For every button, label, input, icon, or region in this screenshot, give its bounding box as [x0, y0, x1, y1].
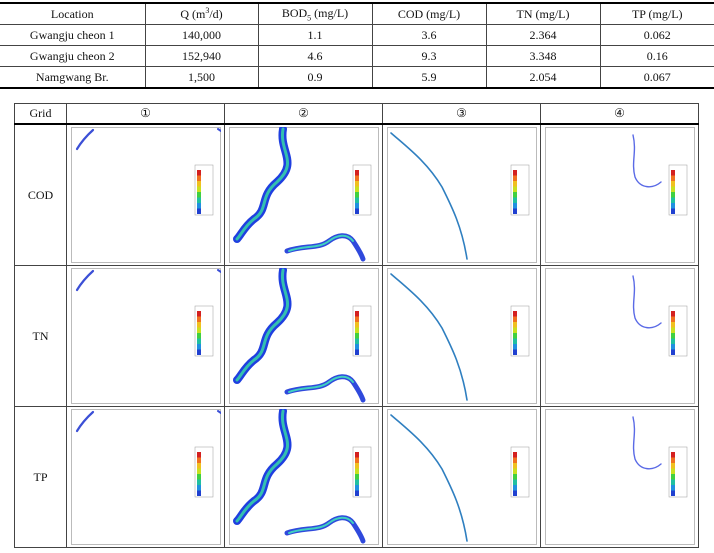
header-text: TP (mg/L)	[631, 6, 683, 21]
image-cell	[224, 406, 383, 548]
simulation-map	[228, 409, 379, 545]
cell: 0.9	[257, 66, 373, 89]
header-row: Grid ① ② ③ ④	[14, 103, 699, 125]
cell: 0.067	[599, 66, 714, 89]
image-cell	[66, 123, 225, 266]
image-cell	[382, 265, 541, 407]
cell: 3.6	[371, 24, 487, 46]
header-cell: Q (m3/d)	[144, 2, 259, 25]
header-text: Q (m	[180, 7, 206, 21]
image-cell	[66, 265, 225, 407]
image-cell	[224, 265, 383, 407]
image-cell	[382, 123, 541, 266]
image-cell	[66, 406, 225, 548]
header-cell: ④	[540, 103, 699, 125]
header-sup: 3	[205, 6, 210, 15]
cell: 152,940	[144, 45, 259, 67]
cell: 2.364	[485, 24, 601, 46]
row-label: TN	[14, 265, 67, 407]
cell: 0.062	[599, 24, 714, 46]
image-row: TN	[14, 265, 699, 407]
cell: Gwangju cheon 2	[0, 45, 146, 67]
cell: Gwangju cheon 1	[0, 24, 146, 46]
image-cell	[540, 265, 699, 407]
row-label: TP	[14, 406, 67, 548]
header-text: COD (mg/L)	[397, 6, 461, 21]
cell: 9.3	[371, 45, 487, 67]
header-text: Location	[50, 6, 94, 21]
header-cell: COD (mg/L)	[371, 2, 487, 25]
header-text: /d)	[209, 7, 223, 21]
cell: 2.054	[485, 66, 601, 89]
header-cell: ③	[382, 103, 541, 125]
cell: Namgwang Br.	[0, 66, 146, 89]
simulation-map	[386, 268, 537, 404]
image-row: COD	[14, 123, 699, 266]
header-cell: Grid	[14, 103, 67, 125]
simulation-map	[386, 409, 537, 545]
image-cell	[540, 123, 699, 266]
data-row: Gwangju cheon 1 140,000 1.1 3.6 2.364 0.062	[0, 24, 714, 46]
simulation-map	[386, 127, 537, 263]
image-cell	[224, 123, 383, 266]
simulation-map	[70, 127, 221, 263]
cell: 4.6	[257, 45, 373, 67]
image-cell	[540, 406, 699, 548]
data-row: Gwangju cheon 2 152,940 4.6 9.3 3.348 0.16	[0, 45, 714, 67]
cell: 1.1	[257, 24, 373, 46]
simulation-map	[544, 127, 695, 263]
image-cell	[382, 406, 541, 548]
grid-image-table: Grid ① ② ③ ④ COD TN TP	[14, 103, 699, 548]
header-cell: ②	[224, 103, 383, 125]
header-text: TN (mg/L)	[516, 6, 570, 21]
header-row: Location Q (m3/d) BOD5 (mg/L) COD (mg/L)…	[0, 2, 714, 25]
data-row: Namgwang Br. 1,500 0.9 5.9 2.054 0.067	[0, 66, 714, 89]
header-text: (mg/L)	[311, 5, 349, 20]
header-cell: TN (mg/L)	[485, 2, 601, 25]
header-cell: BOD5 (mg/L)	[257, 2, 373, 25]
cell: 5.9	[371, 66, 487, 89]
simulation-map	[544, 409, 695, 545]
header-cell: Location	[0, 2, 146, 25]
simulation-map	[228, 127, 379, 263]
header-sub: 5	[307, 13, 312, 23]
cell: 140,000	[144, 24, 259, 46]
cell: 0.16	[599, 45, 714, 67]
simulation-map	[70, 409, 221, 545]
row-label: COD	[14, 123, 67, 266]
simulation-map	[70, 268, 221, 404]
header-text: BOD	[281, 5, 308, 20]
simulation-map	[228, 268, 379, 404]
header-cell: TP (mg/L)	[599, 2, 714, 25]
simulation-map	[544, 268, 695, 404]
header-cell: ①	[66, 103, 225, 125]
water-quality-table: Location Q (m3/d) BOD5 (mg/L) COD (mg/L)…	[0, 2, 714, 89]
cell: 3.348	[485, 45, 601, 67]
image-row: TP	[14, 406, 699, 548]
cell: 1,500	[144, 66, 259, 89]
